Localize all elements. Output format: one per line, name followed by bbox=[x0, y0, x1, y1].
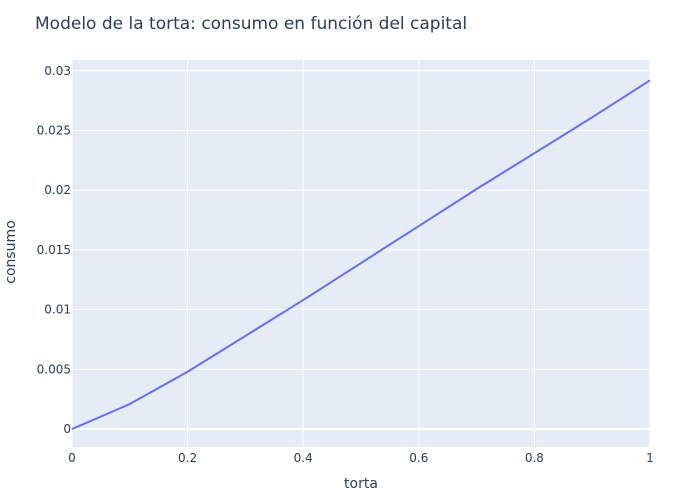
series-line bbox=[71, 79, 651, 430]
x-tick-label: 0.6 bbox=[409, 451, 428, 465]
y-tick-label: 0.02 bbox=[44, 183, 71, 197]
x-tick-label: 1 bbox=[646, 451, 654, 465]
x-tick-label: 0.8 bbox=[525, 451, 544, 465]
grid-lines bbox=[71, 60, 651, 447]
x-tick-label: 0.4 bbox=[294, 451, 313, 465]
y-tick-label: 0.03 bbox=[44, 64, 71, 78]
x-tick-label: 0.2 bbox=[178, 451, 197, 465]
y-axis-ticks: 0 0.005 0.01 0.015 0.02 0.025 0.03 bbox=[37, 64, 71, 436]
series-group bbox=[71, 79, 651, 430]
y-tick-label: 0.005 bbox=[37, 362, 71, 376]
y-tick-label: 0.01 bbox=[44, 303, 71, 317]
y-tick-label: 0.025 bbox=[37, 123, 71, 137]
y-axis-label: consumo bbox=[3, 220, 19, 284]
chart-title: Modelo de la torta: consumo en función d… bbox=[35, 14, 467, 34]
y-tick-label: 0 bbox=[63, 422, 71, 436]
x-axis-ticks: 0 0.2 0.4 0.6 0.8 1 bbox=[68, 451, 654, 465]
x-tick-label: 0 bbox=[68, 451, 76, 465]
x-axis-label: torta bbox=[344, 476, 378, 492]
y-tick-label: 0.015 bbox=[37, 243, 71, 257]
